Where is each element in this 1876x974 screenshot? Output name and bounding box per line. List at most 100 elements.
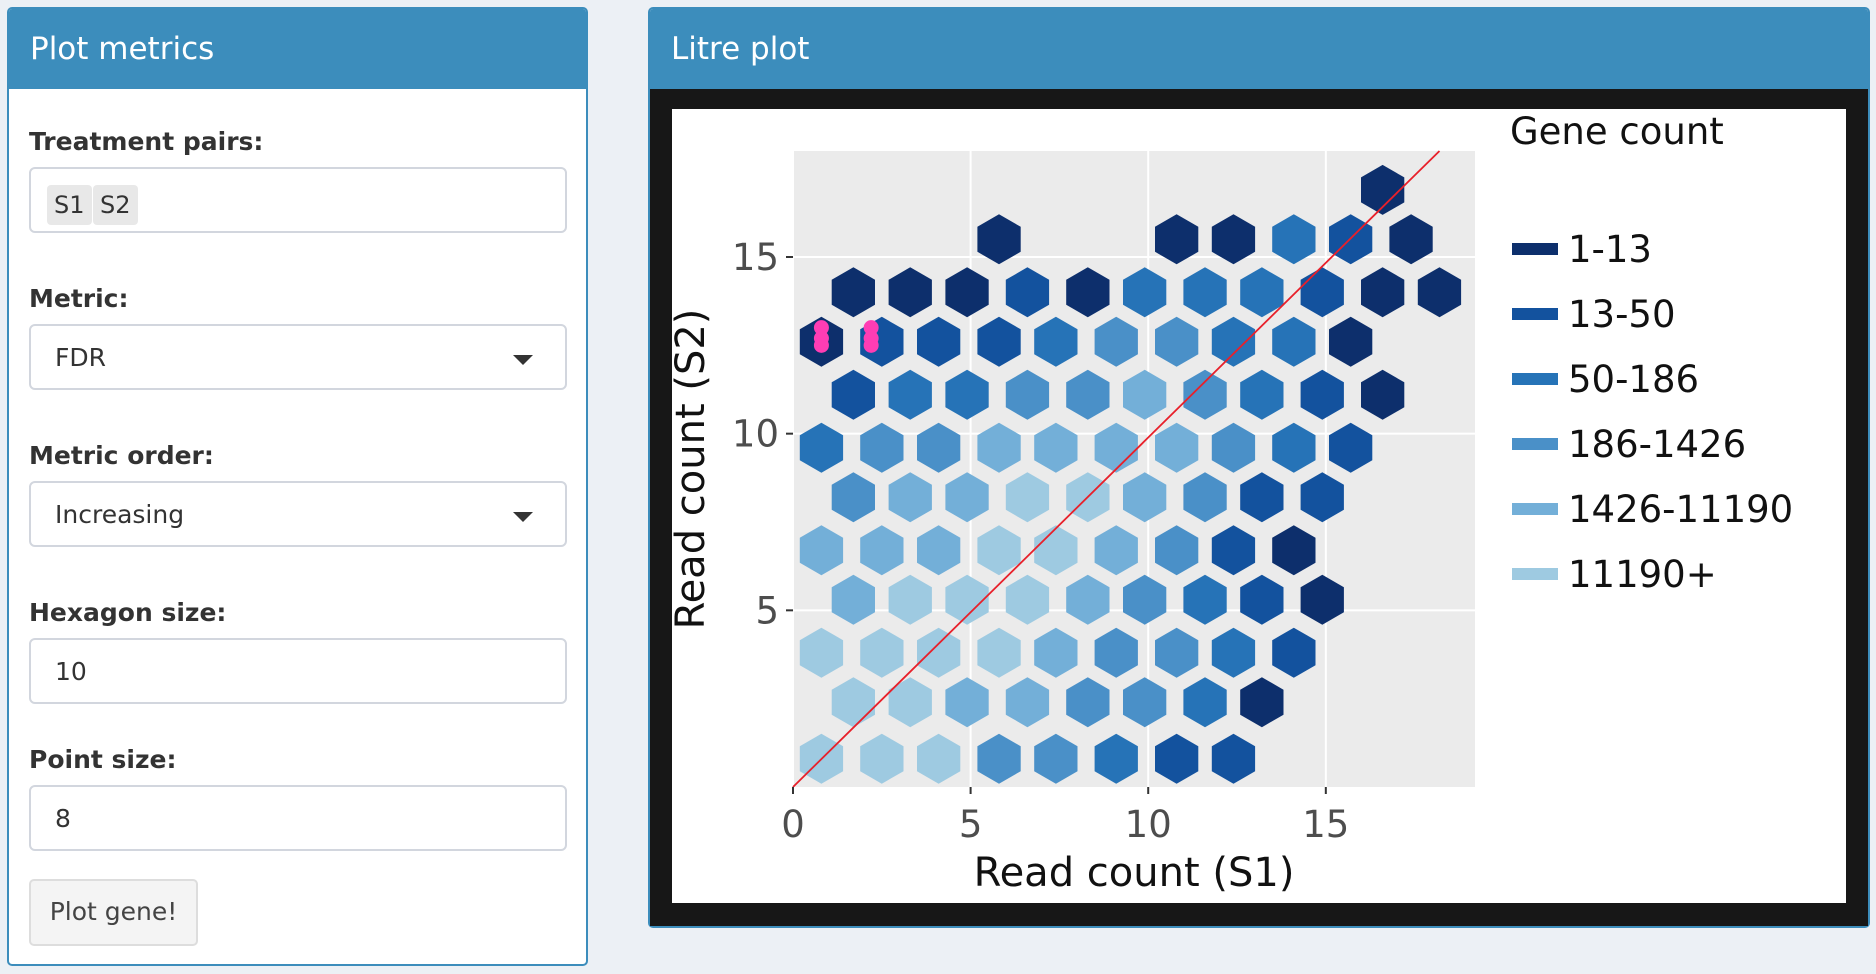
legend-swatch <box>1512 308 1558 320</box>
metric-select[interactable]: FDR <box>29 324 567 390</box>
legend-label: 11190+ <box>1568 553 1717 596</box>
hex-bin <box>1094 316 1138 367</box>
treatment-pairs-input[interactable]: S1 S2 <box>29 167 567 233</box>
hex-bin <box>1094 733 1138 784</box>
litre-plot-title: Litre plot <box>650 9 1868 89</box>
hex-bin <box>977 733 1021 784</box>
hex-bin <box>1034 316 1078 367</box>
hex-bin <box>860 525 904 576</box>
hex-bin <box>917 627 961 678</box>
hex-bin <box>1211 627 1256 678</box>
metric-order-value: Increasing <box>55 500 185 529</box>
hex-bin <box>831 677 875 728</box>
hex-bin <box>1240 267 1284 318</box>
hex-bin <box>977 214 1021 265</box>
y-tick-label: 15 <box>732 236 779 279</box>
hexagon-size-label: Hexagon size: <box>29 598 227 627</box>
hex-bin <box>1005 677 1050 728</box>
hex-bin <box>1183 574 1227 625</box>
overlay-layer <box>792 150 1441 788</box>
hex-bin <box>1066 369 1110 420</box>
x-axis-label: Read count (S1) <box>974 850 1295 896</box>
hex-bin <box>1329 422 1373 473</box>
legend-swatch <box>1512 503 1558 515</box>
hex-bin <box>1183 267 1227 318</box>
hex-bin <box>1094 422 1138 473</box>
hex-bin <box>1211 214 1256 265</box>
hex-bin <box>1005 574 1050 625</box>
x-tick-label: 5 <box>959 803 983 846</box>
y-tick-label: 5 <box>755 589 779 632</box>
hex-bin <box>1123 472 1167 523</box>
metric-order-select[interactable]: Increasing <box>29 481 567 547</box>
hex-bin <box>1155 627 1199 678</box>
legend-swatch <box>1512 438 1558 450</box>
highlighted-gene-point[interactable] <box>813 337 829 353</box>
hex-bin <box>1300 574 1344 625</box>
hex-bin <box>977 422 1021 473</box>
hex-bin <box>1272 316 1316 367</box>
hex-bin <box>831 472 875 523</box>
diagonal-line <box>792 150 1441 788</box>
hex-bin <box>1211 316 1256 367</box>
hex-bin <box>1123 574 1167 625</box>
hex-bin <box>977 316 1021 367</box>
treatment-tag-s2[interactable]: S2 <box>93 185 138 225</box>
hexagon-size-value: 10 <box>55 657 87 686</box>
hex-bin <box>799 627 844 678</box>
hex-bin <box>977 525 1021 576</box>
legend-swatch <box>1512 373 1558 385</box>
metric-value: FDR <box>55 343 107 372</box>
hex-bin <box>1005 267 1050 318</box>
treatment-pairs-label: Treatment pairs: <box>29 127 264 156</box>
highlighted-gene-point[interactable] <box>863 337 879 353</box>
highlighted-gene-point[interactable] <box>863 320 879 336</box>
hex-bin <box>860 627 904 678</box>
hex-bin <box>1034 422 1078 473</box>
hex-bin <box>1240 677 1284 728</box>
hex-bin <box>1361 267 1405 318</box>
y-tick-label: 10 <box>732 413 779 456</box>
plot-gene-button[interactable]: Plot gene! <box>29 879 198 946</box>
plot-metrics-title: Plot metrics <box>9 9 586 89</box>
hex-bin <box>1066 677 1110 728</box>
hex-bin <box>945 267 989 318</box>
y-axis-label: Read count (S2) <box>672 309 714 630</box>
hex-bin <box>1034 733 1078 784</box>
point-size-input[interactable]: 8 <box>29 785 567 851</box>
hex-bin <box>1300 267 1344 318</box>
hex-bin <box>860 422 904 473</box>
hex-bin <box>888 369 932 420</box>
hex-bin <box>1361 369 1405 420</box>
hex-bin <box>1094 525 1138 576</box>
hex-bin <box>1272 214 1316 265</box>
legend-swatch <box>1512 243 1558 255</box>
hex-bin <box>1094 627 1138 678</box>
legend-label: 186-1426 <box>1568 423 1746 466</box>
hex-bin <box>1155 316 1199 367</box>
hex-bin <box>1155 422 1199 473</box>
hex-bin <box>1183 677 1227 728</box>
hex-bin <box>1361 164 1405 215</box>
plot-metrics-panel: Plot metrics Treatment pairs: S1 S2 Metr… <box>7 7 588 966</box>
hex-bin <box>799 422 844 473</box>
hex-bin <box>1300 472 1344 523</box>
litre-plot-chart[interactable]: 0 5 10 15 5 10 15 Read count (S1) Read count (… <box>672 109 1846 903</box>
hexagon-size-input[interactable]: 10 <box>29 638 567 704</box>
hex-bin <box>888 472 932 523</box>
hex-bin <box>1389 214 1433 265</box>
hex-bin <box>831 267 875 318</box>
hex-bin <box>977 627 1021 678</box>
hex-bin <box>1066 267 1110 318</box>
hex-bin <box>1183 369 1227 420</box>
hex-bin <box>917 733 961 784</box>
hex-bin <box>917 316 961 367</box>
litre-plot-panel: Litre plot 0 5 10 15 5 10 15 Read count (S1) R… <box>648 7 1870 928</box>
metric-label: Metric: <box>29 284 129 313</box>
hexbin-layer <box>799 164 1462 784</box>
hex-bin <box>1272 627 1316 678</box>
treatment-tag-s1[interactable]: S1 <box>47 185 92 225</box>
hex-bin <box>1211 422 1256 473</box>
highlighted-gene-point[interactable] <box>813 320 829 336</box>
hex-bin <box>1005 369 1050 420</box>
